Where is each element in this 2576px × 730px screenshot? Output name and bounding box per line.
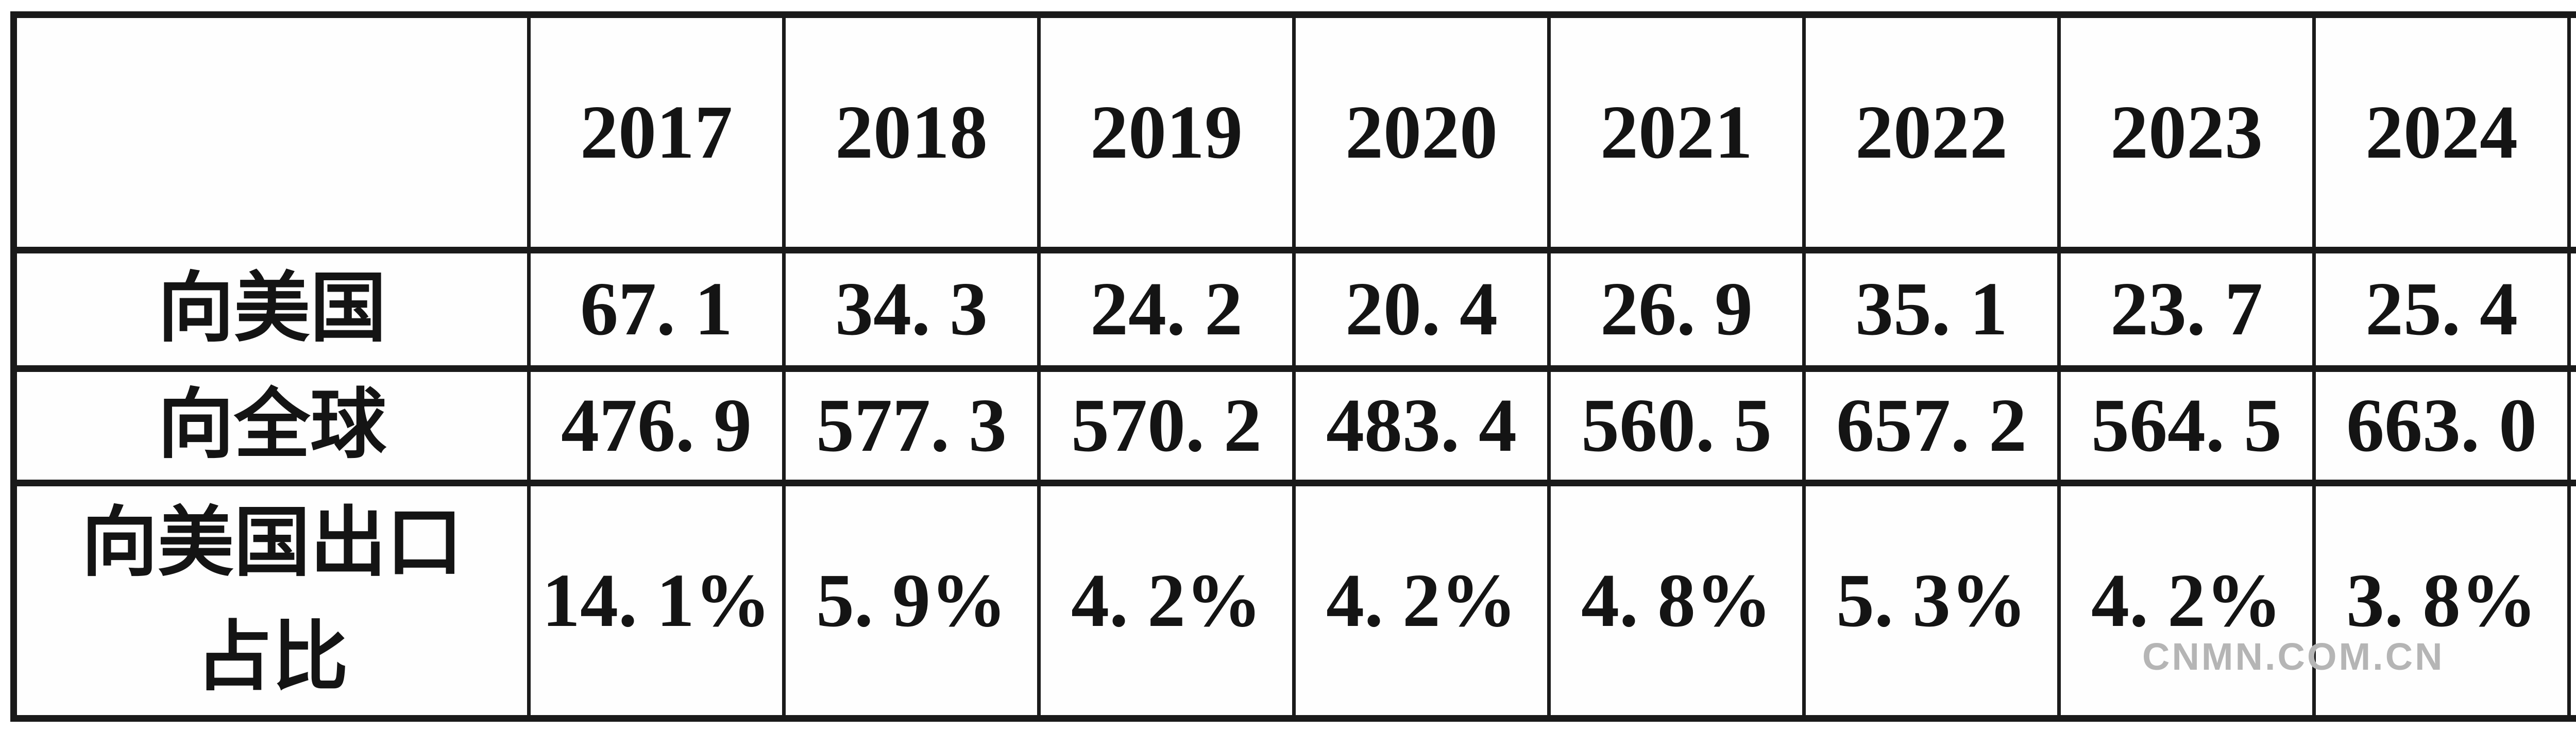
table-row-to-usa: 向美国 67. 1 34. 3 24. 2 20. 4 26. 9 35. 1 … — [12, 247, 2576, 372]
row-label-to-usa: 向美国 — [12, 247, 531, 372]
value-cell: 26. 9 — [1547, 247, 1806, 372]
cagr-header-label: CAGR — [2573, 132, 2576, 244]
value-cell: 564. 5 — [2057, 365, 2316, 486]
row-label-usa-share: 向美国出口 占比 — [12, 480, 531, 722]
year-header-2017: 2017 — [527, 11, 786, 253]
row-label-line1: 向美国出口 — [81, 501, 463, 586]
value-cell: 5. 9% — [782, 480, 1041, 722]
table-row-to-global: 向全球 476. 9 577. 3 570. 2 483. 4 560. 5 6… — [12, 365, 2576, 486]
year-header-2021: 2021 — [1547, 11, 1806, 253]
year-header-2023: 2023 — [2057, 11, 2316, 253]
value-cell: 14. 1% — [527, 480, 786, 722]
value-cell: 4. 2% — [1037, 480, 1296, 722]
value-cell: 3. 8% — [2312, 480, 2571, 722]
corner-cell — [12, 11, 531, 253]
value-cell: 560. 5 — [1547, 365, 1806, 486]
cagr-cell: - — [2567, 480, 2576, 722]
cagr-cell: -13. 0% — [2567, 247, 2576, 372]
value-cell: 23. 7 — [2057, 247, 2316, 372]
value-cell: 483. 4 — [1292, 365, 1551, 486]
value-cell: 34. 3 — [782, 247, 1041, 372]
value-cell: 570. 2 — [1037, 365, 1296, 486]
cagr-cell: 4. 8% — [2567, 365, 2576, 486]
year-header-2022: 2022 — [1802, 11, 2061, 253]
year-header-2020: 2020 — [1292, 11, 1551, 253]
row-label-to-global: 向全球 — [12, 365, 531, 486]
value-cell: 67. 1 — [527, 247, 786, 372]
value-cell: 663. 0 — [2312, 365, 2571, 486]
table-row-usa-share: 向美国出口 占比 14. 1% 5. 9% 4. 2% 4. 2% 4. 8% … — [12, 480, 2576, 722]
year-header-2024: 2024 — [2312, 11, 2571, 253]
value-cell: 20. 4 — [1292, 247, 1551, 372]
value-cell: 476. 9 — [527, 365, 786, 486]
header-row: 2017 2018 2019 2020 2021 2022 2023 2024 … — [12, 11, 2576, 253]
value-cell: 4. 8% — [1547, 480, 1806, 722]
year-header-2019: 2019 — [1037, 11, 1296, 253]
cagr-header-range: 2018-2024 — [2573, 22, 2576, 133]
value-cell: 35. 1 — [1802, 247, 2061, 372]
row-label-line2: 占比 — [196, 616, 348, 700]
year-header-2018: 2018 — [782, 11, 1041, 253]
value-cell: 25. 4 — [2312, 247, 2571, 372]
cagr-header-cell: 2018-2024 CAGR — [2567, 11, 2576, 253]
value-cell: 657. 2 — [1802, 365, 2061, 486]
value-cell: 4. 2% — [2057, 480, 2316, 722]
value-cell: 24. 2 — [1037, 247, 1296, 372]
value-cell: 577. 3 — [782, 365, 1041, 486]
value-cell: 5. 3% — [1802, 480, 2061, 722]
value-cell: 4. 2% — [1292, 480, 1551, 722]
export-data-table: 2017 2018 2019 2020 2021 2022 2023 2024 … — [10, 11, 2576, 722]
